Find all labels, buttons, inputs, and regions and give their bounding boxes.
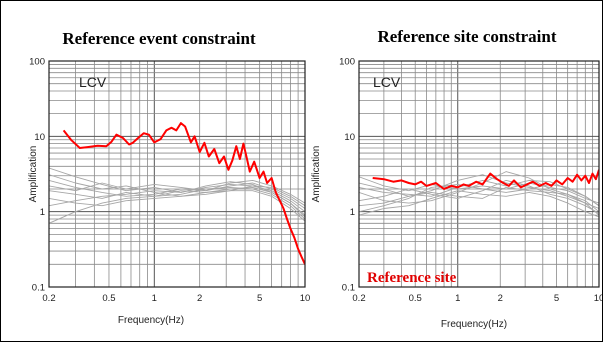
x-tick-label: 5 <box>257 293 262 304</box>
chart-panel-1: Reference event constraint 0.2 0.5 1 2 5 10 0.1… <box>28 29 310 326</box>
series-group <box>49 122 305 265</box>
series-line-5 <box>359 190 599 218</box>
plot-border <box>358 60 600 288</box>
station-label: LCV <box>79 74 107 90</box>
x-tick-label: 0.2 <box>42 293 55 304</box>
series-line-4 <box>49 183 305 213</box>
x-tick-label: 0.5 <box>102 293 115 304</box>
x-tick-label: 10 <box>300 293 311 304</box>
reference-site-annotation: Reference site <box>367 270 457 286</box>
series-line-6 <box>359 176 599 204</box>
x-tick-label: 2 <box>498 293 503 304</box>
series-line-1 <box>359 174 599 209</box>
y-tick-label: 100 <box>29 57 45 68</box>
x-tick-label: 0.5 <box>409 293 422 304</box>
series-line-5 <box>49 186 305 224</box>
x-tick-label: 5 <box>554 293 559 304</box>
x-tick-label: 2 <box>197 293 202 304</box>
y-axis-label: Amplification <box>311 146 322 203</box>
x-tick-label: 1 <box>152 293 157 304</box>
series-line-8 <box>49 190 305 222</box>
y-tick-label: 1 <box>40 207 45 218</box>
y-tick-label: 0.1 <box>342 283 355 294</box>
series-line-7 <box>359 186 599 216</box>
y-tick-label: 10 <box>34 132 45 143</box>
x-axis-label: Frequency(Hz) <box>118 315 184 326</box>
station-label: LCV <box>373 74 401 90</box>
series-line-highlight <box>62 122 305 265</box>
plot-area <box>359 61 599 287</box>
x-tick-label: 0.2 <box>352 293 365 304</box>
y-tick-label: 10 <box>344 132 355 143</box>
plot-border <box>48 60 306 288</box>
y-tick-label: 0.1 <box>32 283 45 294</box>
series-group <box>359 169 599 218</box>
x-tick-label: 1 <box>455 293 460 304</box>
plot-area <box>49 61 305 287</box>
x-tick-label: 10 <box>594 293 602 304</box>
chart-title: Reference site constraint <box>377 27 556 46</box>
x-axis-label: Frequency(Hz) <box>441 319 507 330</box>
series-line-highlight <box>372 169 599 190</box>
chart-title: Reference event constraint <box>62 29 256 48</box>
y-tick-label: 100 <box>339 57 355 68</box>
chart-panel-2: Reference site constraint 0.2 0.5 1 2 5 10 0.1 1… <box>311 27 602 330</box>
y-tick-label: 1 <box>350 207 355 218</box>
y-axis-label: Amplification <box>28 146 39 203</box>
series-line-3 <box>359 183 599 213</box>
series-line-8 <box>359 179 599 207</box>
